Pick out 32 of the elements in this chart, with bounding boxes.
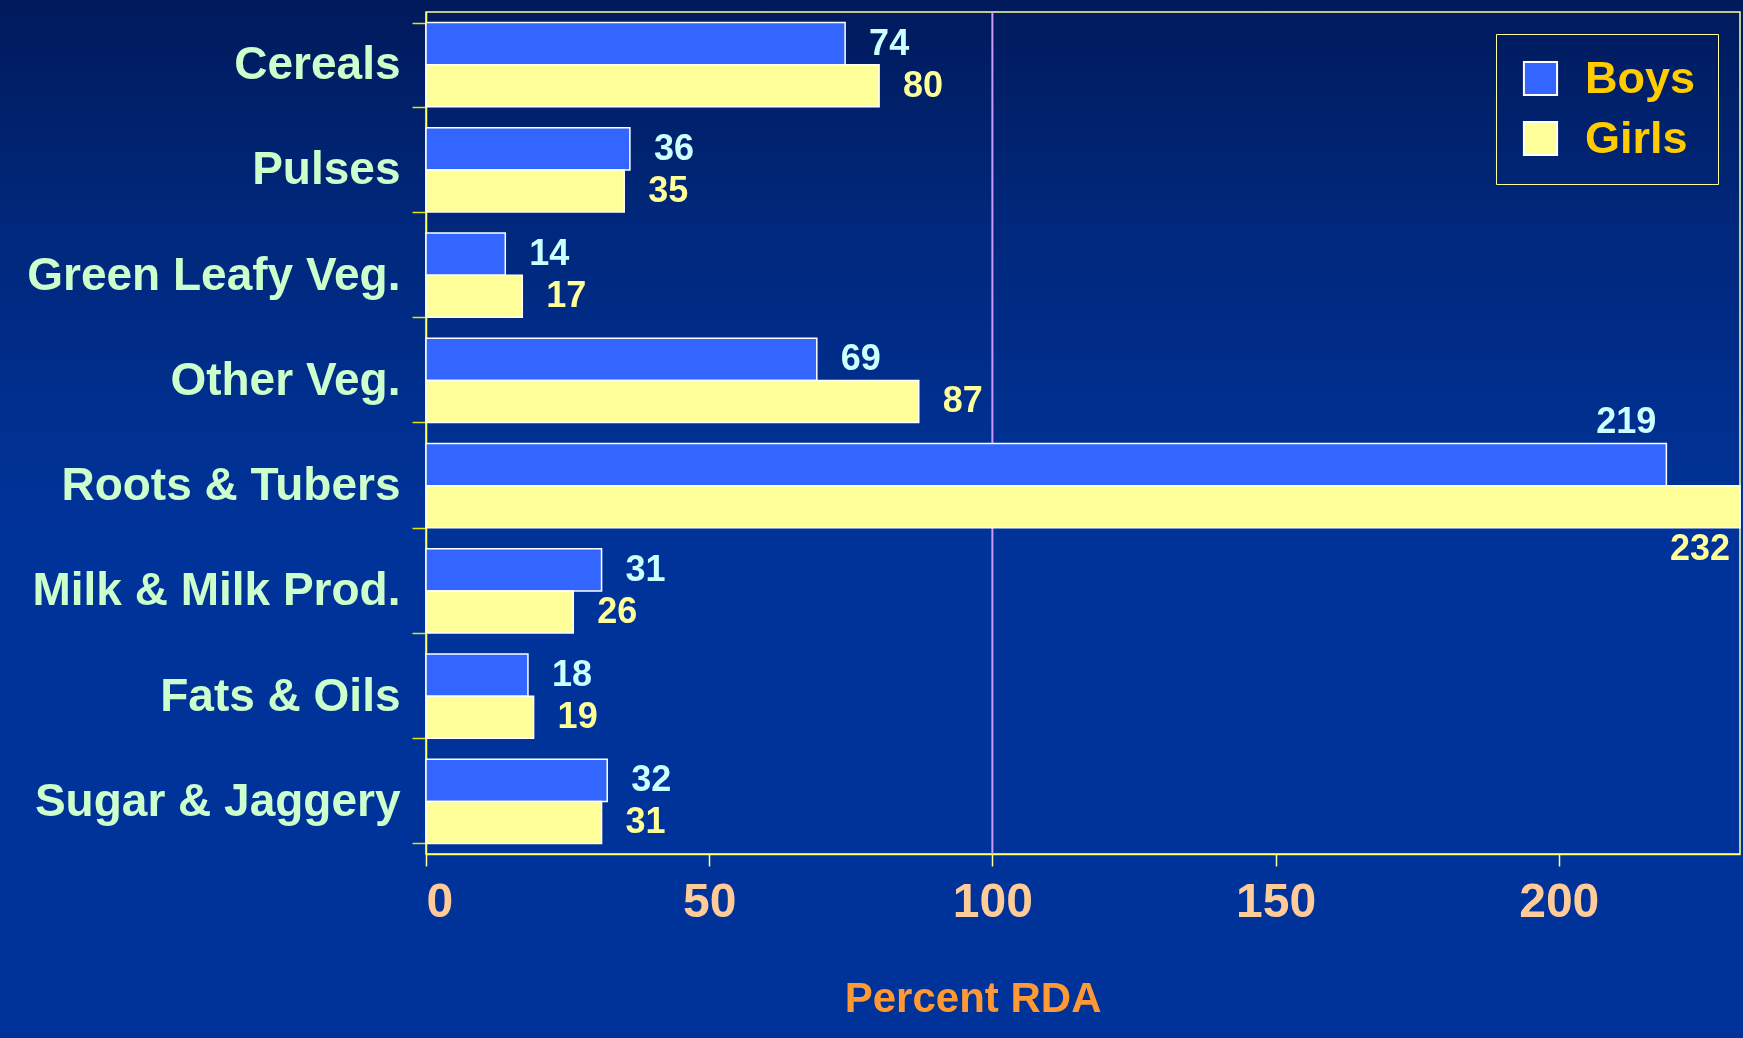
data-label: 219 [1596,400,1657,442]
data-label: 31 [625,800,666,842]
legend-label: Girls [1585,111,1688,163]
data-label: 18 [551,653,592,695]
data-label: 69 [840,337,881,379]
legend-label: Boys [1585,51,1696,103]
data-label: 26 [597,589,638,631]
x-tick-label: 150 [1236,873,1317,927]
data-label: 17 [546,274,587,316]
data-label: 32 [631,758,672,800]
data-label: 232 [1669,526,1730,568]
y-tick-label: Other Veg. [170,352,401,405]
data-label: 87 [942,379,983,421]
data-label: 80 [903,63,944,105]
y-tick-label: Roots & Tubers [61,458,401,511]
y-tick-label: Fats & Oils [160,668,401,721]
y-tick-label: Sugar & Jaggery [34,773,401,826]
y-tick-label: Pulses [252,142,401,195]
data-label: 36 [653,126,694,168]
x-tick-label: 100 [952,873,1033,927]
x-axis-title: Percent RDA [844,973,1102,1021]
data-label: 14 [529,232,570,274]
data-label: 74 [869,21,910,63]
y-tick-label: Cereals [234,37,401,90]
data-label: 19 [557,695,598,737]
y-tick-label: Milk & Milk Prod. [32,563,401,616]
x-tick-label: 200 [1519,873,1600,927]
x-tick-label: 0 [426,873,454,927]
data-label: 31 [625,547,666,589]
y-tick-label: Green Leafy Veg. [27,247,401,300]
x-tick-label: 50 [682,873,737,927]
data-label: 35 [648,168,689,210]
